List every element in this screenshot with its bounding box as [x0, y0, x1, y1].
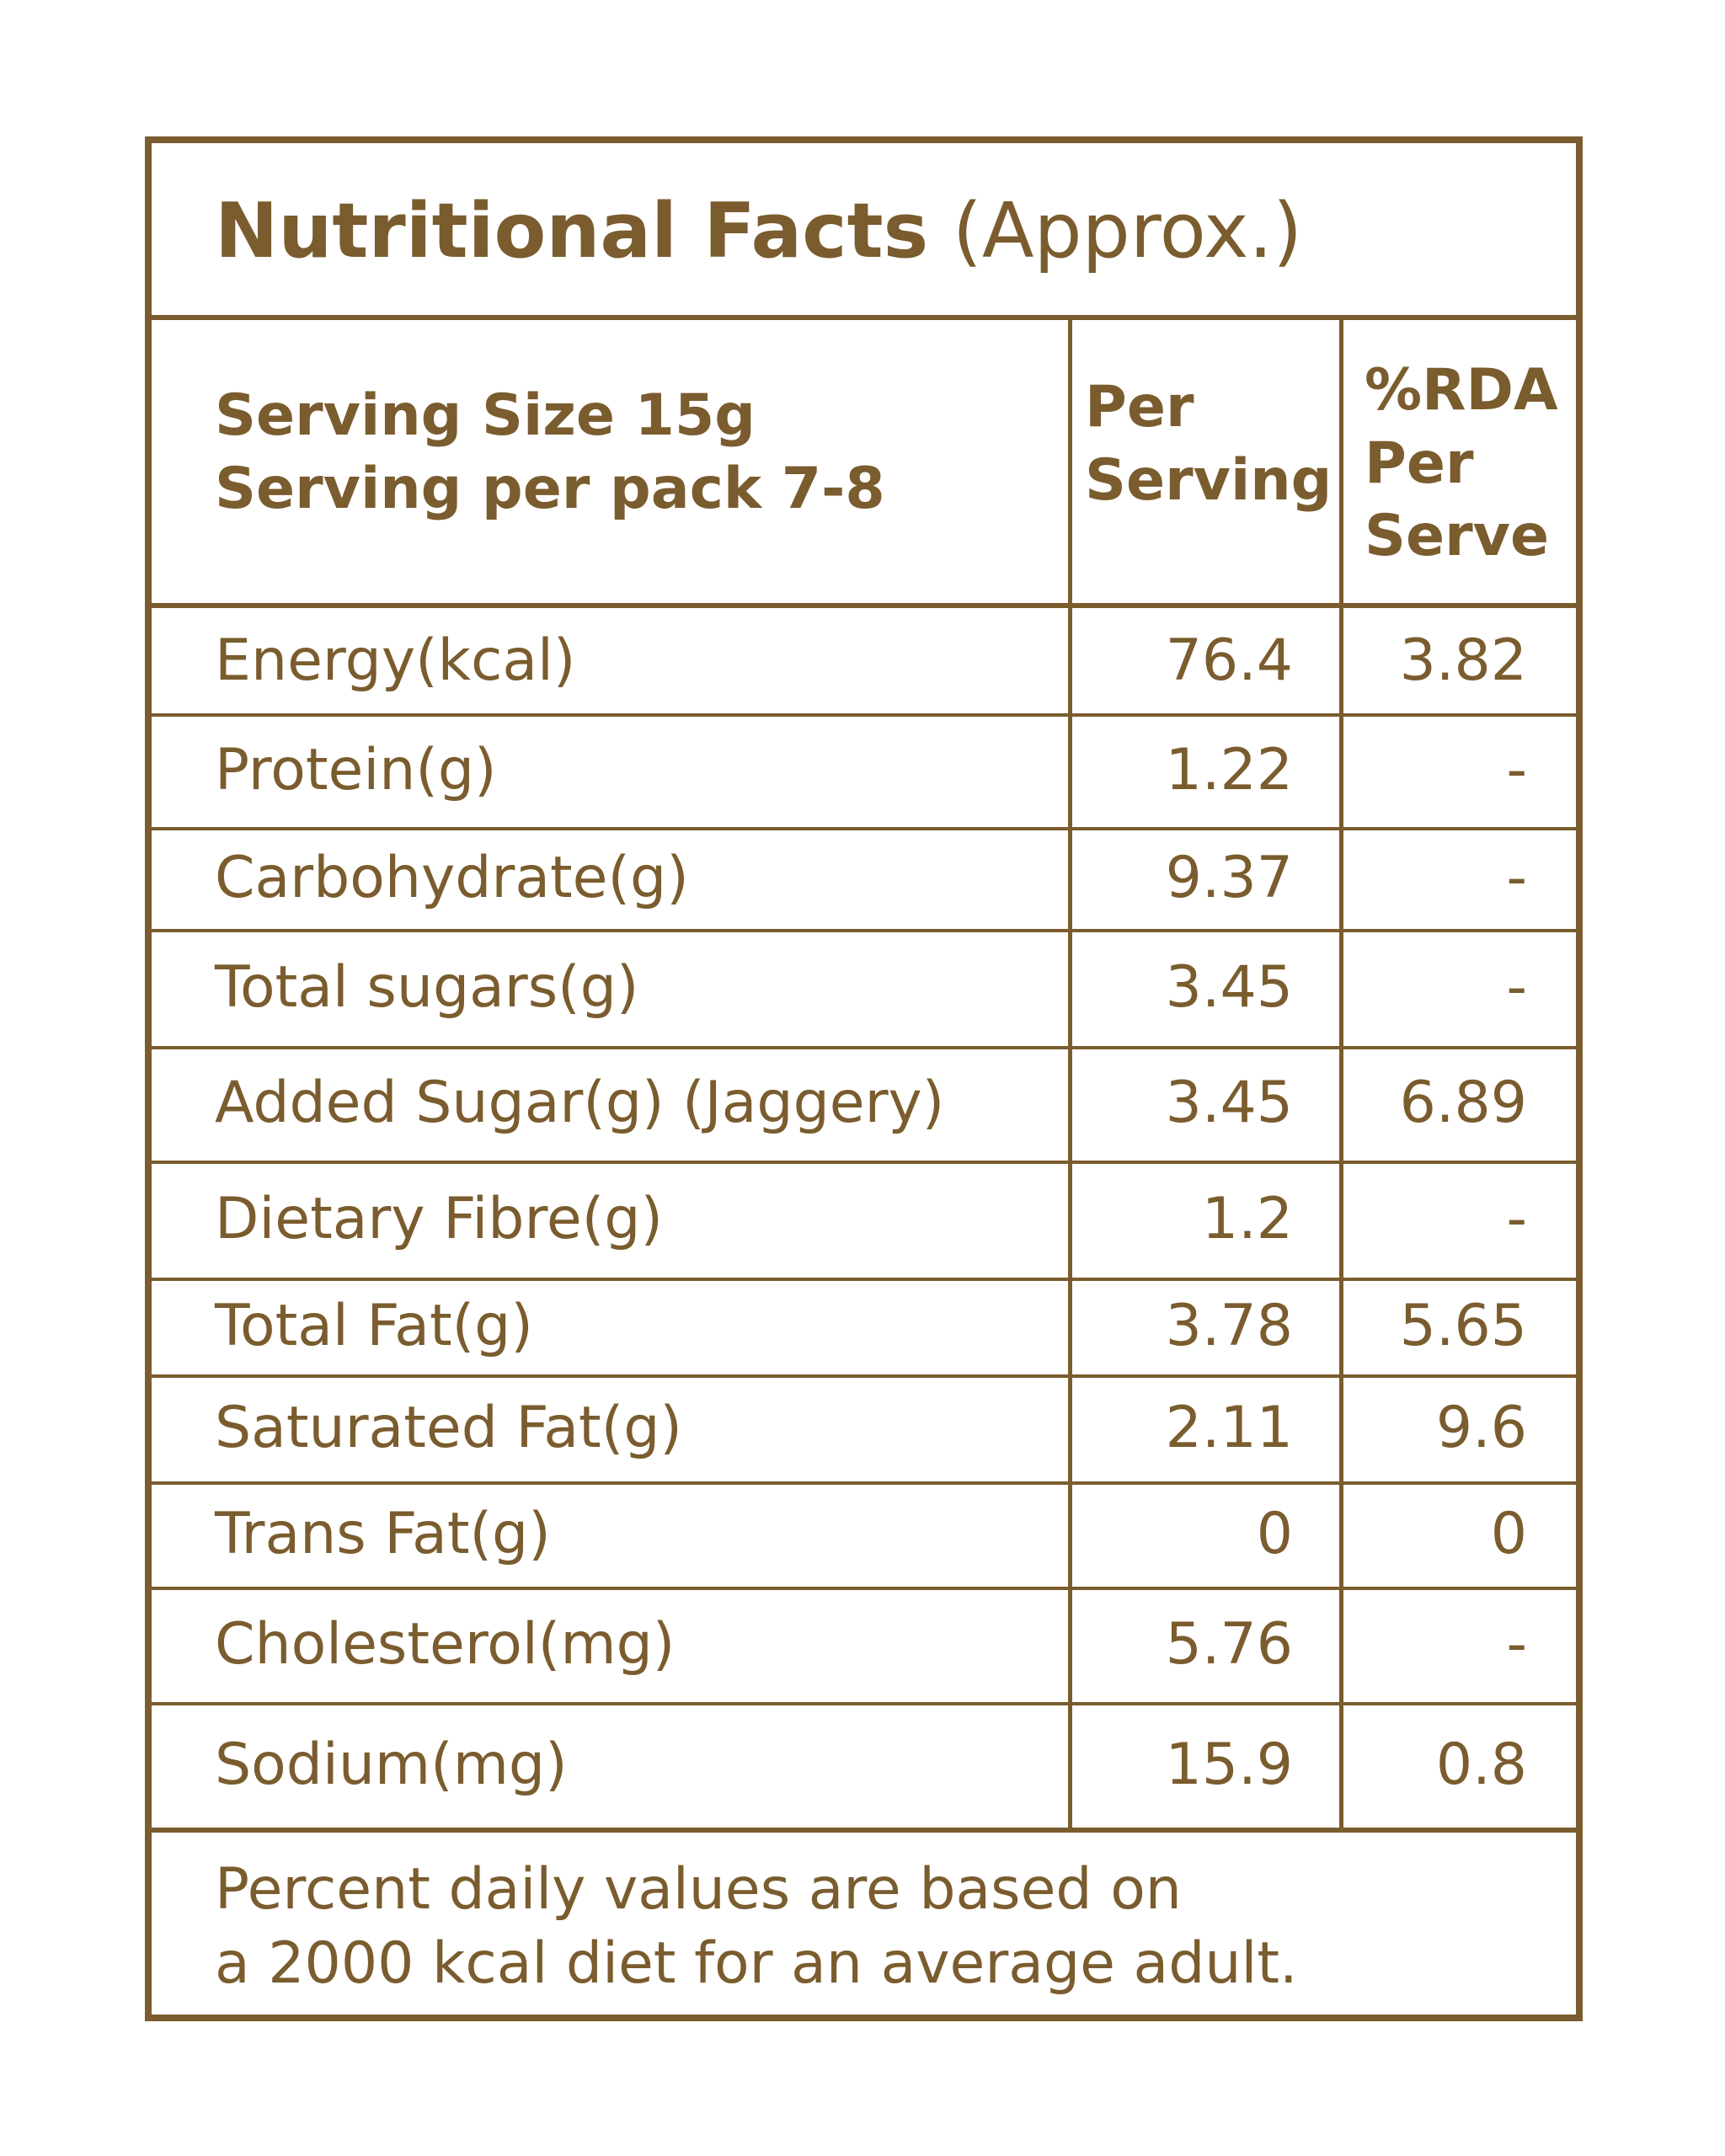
nutrient-name: Protein(g) [215, 736, 497, 803]
per-serving-value: 0 [1256, 1500, 1293, 1567]
per-serving-value: 1.2 [1201, 1185, 1293, 1252]
nutrient-name: Cholesterol(mg) [215, 1610, 676, 1678]
per-serving-header-line1: Per [1085, 374, 1194, 440]
rda-header-line2: Per [1365, 430, 1474, 497]
row-divider [152, 1587, 1576, 1590]
rda-value: - [1506, 1185, 1527, 1252]
title-approx: (Approx.) [952, 187, 1303, 275]
nutrient-name: Added Sugar(g) (Jaggery) [215, 1070, 945, 1136]
row-divider [152, 713, 1576, 717]
nutrient-name: Trans Fat(g) [215, 1500, 551, 1567]
nutrient-name: Saturated Fat(g) [215, 1394, 682, 1461]
footer-divider [152, 1828, 1576, 1833]
per-serving-value: 2.11 [1165, 1394, 1293, 1461]
rda-value: - [1506, 736, 1527, 803]
nutrient-name: Total Fat(g) [215, 1292, 533, 1359]
rda-value: 5.65 [1399, 1292, 1527, 1359]
serving-per-pack-text: Serving per pack 7-8 [215, 456, 885, 522]
nutrition-facts-label: Nutritional Facts (Approx.) Serving Size… [145, 136, 1583, 2021]
per-serving-value: 3.45 [1165, 1070, 1293, 1136]
rda-value: - [1506, 1610, 1527, 1678]
rda-value: 0.8 [1435, 1731, 1527, 1798]
row-divider [152, 827, 1576, 830]
rda-value: 0 [1490, 1500, 1527, 1567]
per-serving-value: 76.4 [1165, 627, 1293, 694]
rda-value: 6.89 [1399, 1070, 1527, 1136]
nutrient-name: Sodium(mg) [215, 1731, 568, 1798]
rda-value: - [1506, 844, 1527, 911]
row-divider [152, 1278, 1576, 1281]
row-divider [152, 929, 1576, 932]
per-serving-value: 5.76 [1165, 1610, 1293, 1678]
serving-size-text: Serving Size 15g [215, 382, 756, 449]
footer-line-2: a 2000 kcal diet for an average adult. [215, 1930, 1298, 1997]
nutrient-name: Energy(kcal) [215, 627, 576, 694]
rda-value: - [1506, 953, 1527, 1021]
nutrient-name: Total sugars(g) [215, 953, 639, 1021]
footer-line-1: Percent daily values are based on [215, 1856, 1182, 1923]
footer-note: Percent daily values are based on a 2000… [215, 1853, 1298, 2001]
title-row: Nutritional Facts (Approx.) [152, 143, 1576, 320]
column-divider-1 [1068, 315, 1072, 1831]
header-divider [152, 603, 1576, 608]
rda-header-line3: Serve [1365, 503, 1550, 569]
title-bold: Nutritional Facts [215, 187, 929, 275]
row-divider [152, 1481, 1576, 1485]
nutrient-name: Carbohydrate(g) [215, 844, 689, 911]
per-serving-value: 9.37 [1165, 844, 1293, 911]
nutrient-name: Dietary Fibre(g) [215, 1185, 663, 1252]
rda-value: 9.6 [1435, 1394, 1527, 1461]
per-serving-header-line2: Serving [1085, 447, 1332, 514]
per-serving-value: 3.78 [1165, 1292, 1293, 1359]
per-serving-value: 1.22 [1165, 736, 1293, 803]
column-divider-2 [1339, 315, 1343, 1831]
label-title: Nutritional Facts (Approx.) [215, 185, 1302, 278]
per-serving-value: 3.45 [1165, 953, 1293, 1021]
row-divider [152, 1702, 1576, 1705]
row-divider [152, 1374, 1576, 1378]
rda-value: 3.82 [1399, 627, 1527, 694]
per-serving-value: 15.9 [1165, 1731, 1293, 1798]
row-divider [152, 1161, 1576, 1164]
row-divider [152, 1046, 1576, 1049]
rda-header-line1: %RDA [1365, 357, 1558, 424]
